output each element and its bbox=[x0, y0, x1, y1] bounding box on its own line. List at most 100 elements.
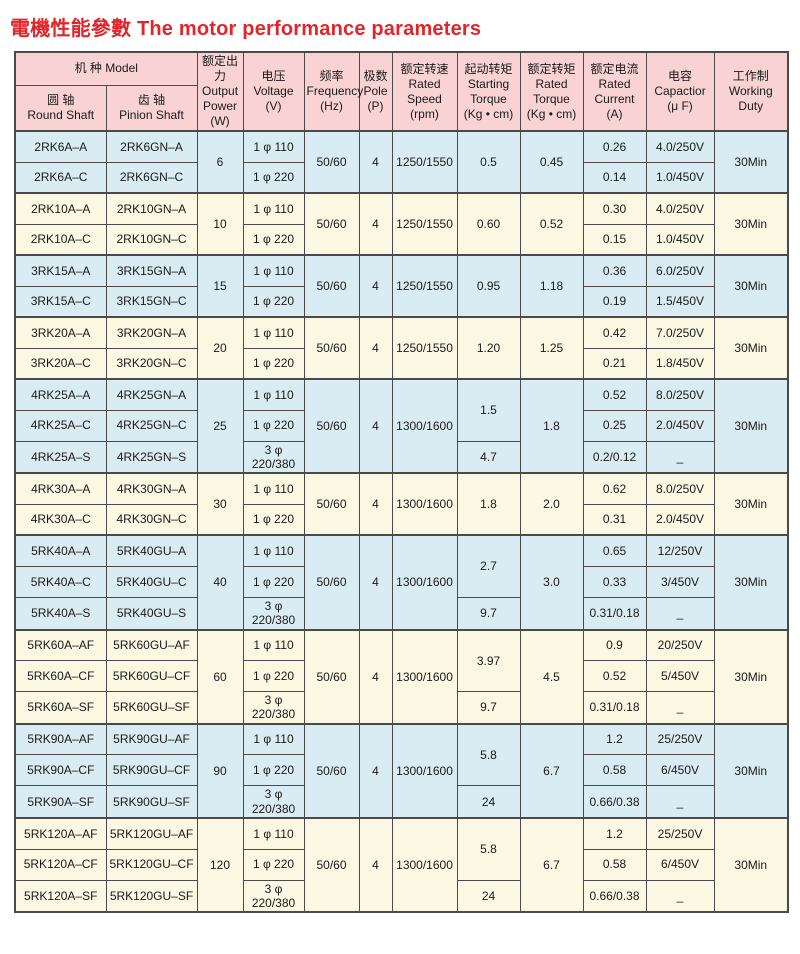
cell-starting-torque: 0.5 bbox=[456, 130, 521, 194]
cell-pinion-shaft: 5RK90GU–AF bbox=[105, 722, 198, 756]
cell-voltage: 1 φ 110 bbox=[242, 130, 305, 163]
cell-round-shaft: 4RK25A–C bbox=[14, 409, 107, 442]
cell-working-duty: 30Min bbox=[713, 192, 789, 256]
cell-pinion-shaft: 2RK6GN–C bbox=[105, 161, 198, 194]
cell-rated-current: 0.58 bbox=[582, 848, 647, 881]
cell-capacitor: 7.0/250V bbox=[645, 316, 715, 349]
cell-rated-current: 0.30 bbox=[582, 192, 647, 225]
cell-round-shaft: 4RK25A–A bbox=[14, 378, 107, 411]
cell-pinion-shaft: 3RK15GN–A bbox=[105, 254, 198, 287]
cell-rated-current: 1.2 bbox=[582, 817, 647, 850]
header-frequency: 频率 Frequency (Hz) bbox=[303, 51, 363, 132]
cell-capacitor: 2.0/450V bbox=[645, 503, 715, 536]
cell-pole: 4 bbox=[358, 254, 393, 318]
cell-rated-current: 0.58 bbox=[582, 754, 647, 787]
cell-pinion-shaft: 3RK20GN–C bbox=[105, 347, 198, 380]
cell-rated-current: 0.36 bbox=[582, 254, 647, 287]
cell-rated-current: 0.21 bbox=[582, 347, 647, 380]
cell-voltage: 3 φ 220/380 bbox=[242, 691, 305, 725]
cell-round-shaft: 2RK10A–C bbox=[14, 223, 107, 256]
header-pinion-shaft: 齿 轴 Pinion Shaft bbox=[105, 84, 198, 132]
cell-rated-speed: 1300/1600 bbox=[391, 534, 458, 631]
header-rated-current: 额定电流 Rated Current (A) bbox=[582, 51, 647, 132]
header-pole: 极数 Pole (P) bbox=[358, 51, 393, 132]
cell-voltage: 1 φ 220 bbox=[242, 161, 305, 194]
header-round-shaft: 圆 轴 Round Shaft bbox=[14, 84, 107, 132]
cell-pinion-shaft: 4RK25GN–A bbox=[105, 378, 198, 411]
table-header: 机 种 Model 额定出力 Output Power (W) 电压 Volta… bbox=[14, 51, 789, 132]
cell-capacitor: _ bbox=[645, 440, 715, 474]
cell-working-duty: 30Min bbox=[713, 130, 789, 194]
table-row: 3RK20A–A 3RK20GN–A 20 1 φ 110 50/60 4 1250/155… bbox=[14, 316, 789, 380]
cell-round-shaft: 5RK40A–A bbox=[14, 534, 107, 567]
cell-capacitor: 12/250V bbox=[645, 534, 715, 567]
table-row: 5RK120A–AF 5RK120GU–AF 120 1 φ 110 50/60 4 130… bbox=[14, 817, 789, 913]
cell-output-power: 6 bbox=[196, 130, 244, 194]
cell-voltage: 1 φ 110 bbox=[242, 316, 305, 349]
cell-pinion-shaft: 5RK40GU–S bbox=[105, 596, 198, 631]
cell-rated-current: 0.33 bbox=[582, 565, 647, 598]
cell-round-shaft: 5RK120A–CF bbox=[14, 848, 107, 881]
cell-voltage: 1 φ 220 bbox=[242, 754, 305, 787]
cell-voltage: 1 φ 220 bbox=[242, 848, 305, 881]
cell-voltage: 1 φ 110 bbox=[242, 472, 305, 505]
cell-round-shaft: 5RK60A–CF bbox=[14, 660, 107, 693]
cell-rated-current: 0.52 bbox=[582, 660, 647, 693]
cell-capacitor: 4.0/250V bbox=[645, 130, 715, 163]
table-row: 3RK15A–A 3RK15GN–A 15 1 φ 110 50/60 4 1250/155… bbox=[14, 254, 789, 318]
cell-rated-torque: 0.45 bbox=[519, 130, 584, 194]
cell-rated-current: 0.26 bbox=[582, 130, 647, 163]
cell-pinion-shaft: 5RK60GU–SF bbox=[105, 691, 198, 725]
cell-pinion-shaft: 2RK10GN–A bbox=[105, 192, 198, 225]
cell-round-shaft: 5RK90A–AF bbox=[14, 722, 107, 756]
cell-rated-current: 0.25 bbox=[582, 409, 647, 442]
cell-starting-torque: 0.95 bbox=[456, 254, 521, 318]
table-row: 5RK60A–SF 5RK60GU–SF 3 φ 220/380 9.7 0.31/0.… bbox=[14, 691, 788, 725]
table-row: 4RK25A–A 4RK25GN–A 25 1 φ 110 50/60 4 1300/160… bbox=[14, 377, 789, 474]
cell-voltage: 1 φ 110 bbox=[242, 534, 305, 567]
cell-capacitor: 1.0/450V bbox=[645, 223, 715, 256]
cell-pinion-shaft: 5RK40GU–C bbox=[105, 565, 198, 598]
cell-working-duty: 30Min bbox=[713, 254, 789, 318]
cell-frequency: 50/60 bbox=[303, 130, 360, 194]
table-row: 2RK10A–A 2RK10GN–A 10 1 φ 110 50/60 4 1250/155… bbox=[14, 192, 789, 256]
cell-rated-current: 0.52 bbox=[582, 378, 647, 411]
cell-rated-torque: 6.7 bbox=[519, 722, 584, 819]
cell-working-duty: 30Min bbox=[713, 722, 789, 819]
cell-rated-speed: 1250/1550 bbox=[391, 254, 458, 318]
cell-working-duty: 30Min bbox=[713, 377, 789, 474]
cell-round-shaft: 3RK15A–C bbox=[14, 285, 107, 318]
cell-voltage: 3 φ 220/380 bbox=[242, 440, 305, 474]
cell-round-shaft: 4RK30A–A bbox=[14, 472, 107, 505]
cell-frequency: 50/60 bbox=[303, 722, 360, 819]
cell-rated-speed: 1300/1600 bbox=[391, 472, 458, 536]
cell-capacitor: 25/250V bbox=[645, 817, 715, 850]
cell-voltage: 1 φ 220 bbox=[242, 503, 305, 536]
page-title: 電機性能參數 The motor performance parameters bbox=[10, 18, 482, 40]
cell-output-power: 25 bbox=[196, 377, 244, 474]
cell-capacitor: _ bbox=[645, 879, 715, 913]
table-row: 4RK30A–A 4RK30GN–A 30 1 φ 110 50/60 4 1300/160… bbox=[14, 472, 789, 536]
cell-pinion-shaft: 5RK60GU–AF bbox=[105, 628, 198, 662]
cell-starting-torque: 1.8 bbox=[456, 472, 521, 536]
cell-rated-torque: 3.0 bbox=[519, 534, 584, 631]
cell-round-shaft: 5RK40A–C bbox=[14, 565, 107, 598]
cell-round-shaft: 5RK60A–SF bbox=[14, 691, 107, 725]
cell-rated-speed: 1250/1550 bbox=[391, 316, 458, 380]
cell-round-shaft: 5RK90A–SF bbox=[14, 785, 107, 819]
cell-pole: 4 bbox=[358, 472, 393, 536]
table-row: 5RK90A–SF 5RK90GU–SF 3 φ 220/380 24 0.66/0.3… bbox=[14, 785, 788, 819]
header-starting-torque: 起动转矩 Starting Torque (Kg • cm) bbox=[456, 51, 521, 132]
cell-round-shaft: 2RK10A–A bbox=[14, 192, 107, 225]
cell-capacitor: 20/250V bbox=[645, 628, 715, 662]
cell-frequency: 50/60 bbox=[303, 254, 360, 318]
cell-working-duty: 30Min bbox=[713, 316, 789, 380]
cell-output-power: 10 bbox=[196, 192, 244, 256]
cell-starting-torque: 2.7 bbox=[456, 534, 521, 598]
cell-voltage: 1 φ 220 bbox=[242, 660, 305, 693]
cell-pinion-shaft: 5RK120GU–AF bbox=[105, 817, 198, 850]
cell-rated-current: 1.2 bbox=[582, 722, 647, 756]
cell-capacitor: 3/450V bbox=[645, 565, 715, 598]
cell-pole: 4 bbox=[358, 130, 393, 194]
